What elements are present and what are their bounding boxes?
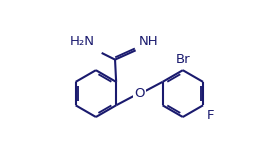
Text: NH: NH bbox=[138, 35, 158, 48]
Text: H₂N: H₂N bbox=[70, 35, 95, 48]
Text: Br: Br bbox=[175, 53, 190, 66]
Text: O: O bbox=[134, 87, 145, 100]
Text: F: F bbox=[206, 109, 214, 122]
